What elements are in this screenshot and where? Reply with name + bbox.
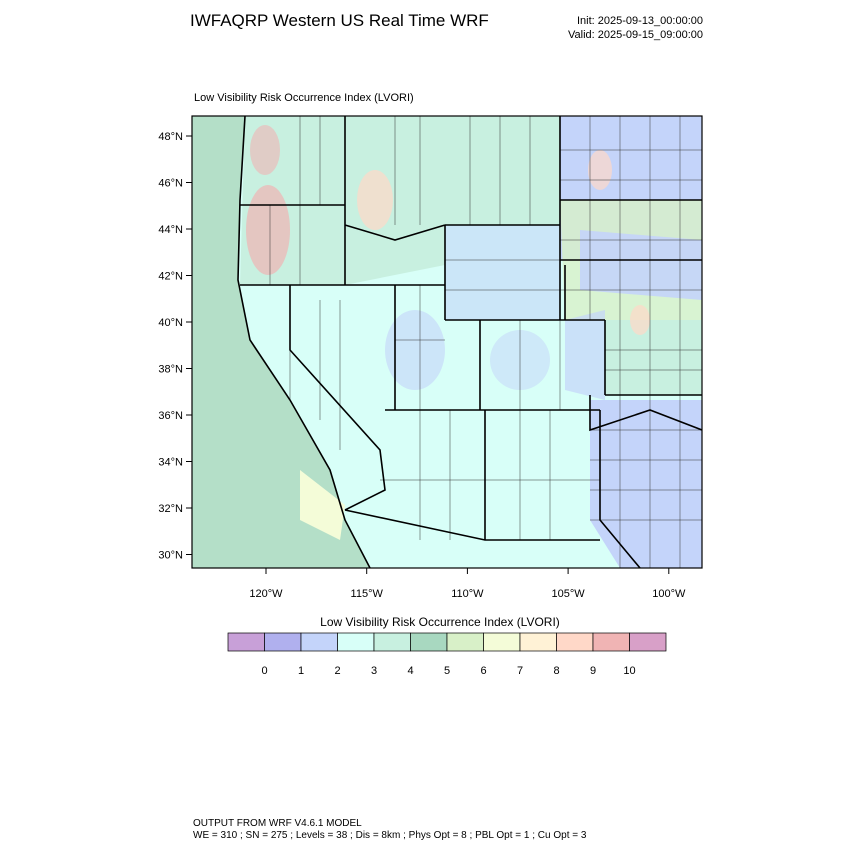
lon-label: 115°W: [351, 588, 384, 600]
lat-label: 48°N: [158, 131, 183, 143]
colorbar-box: [264, 632, 302, 652]
region: [250, 125, 280, 175]
init-time: Init: 2025-09-13_00:00:00: [577, 15, 703, 27]
lat-label: 34°N: [158, 457, 183, 469]
colorbar-box: [446, 632, 484, 652]
region: [445, 225, 560, 320]
colorbar-label: 8: [553, 665, 559, 677]
valid-time: Valid: 2025-09-15_09:00:00: [568, 29, 703, 41]
colorbar-box: [227, 632, 265, 652]
lon-label: 110°W: [451, 588, 484, 600]
colorbar-box: [410, 632, 448, 652]
region: [590, 400, 702, 568]
lon-label: 105°W: [552, 588, 586, 600]
colorbar-box: [337, 632, 375, 652]
region: [630, 305, 650, 335]
map-title: Low Visibility Risk Occurrence Index (LV…: [194, 92, 414, 104]
colorbar-box: [519, 632, 557, 652]
region: [580, 230, 702, 300]
lat-label: 32°N: [158, 503, 183, 515]
lat-label: 30°N: [158, 550, 183, 562]
region: [357, 170, 393, 230]
colorbar-label: 7: [517, 665, 523, 677]
county-lines: [269, 116, 702, 568]
colorbar-label: 4: [407, 665, 413, 677]
lat-label: 44°N: [158, 224, 183, 236]
region: [588, 150, 612, 190]
colorbar-label: 9: [590, 665, 596, 677]
lat-label: 40°N: [158, 317, 183, 329]
title: IWFAQRP Western US Real Time WRF: [190, 11, 489, 30]
colorbar-label: 6: [480, 665, 486, 677]
colorbar-label: 5: [444, 665, 450, 677]
colorbar-box: [483, 632, 521, 652]
colorbar-label: 3: [371, 665, 377, 677]
map-frame: [191, 115, 703, 569]
footer-line: WE = 310 ; SN = 275 ; Levels = 38 ; Dis …: [193, 830, 587, 841]
colorbar-label: 1: [298, 665, 304, 677]
colorbar-box: [629, 632, 667, 652]
lat-label: 36°N: [158, 410, 183, 422]
state-lines: [237, 116, 702, 568]
colorbar-label: 2: [334, 665, 340, 677]
colorbar-box: [373, 632, 411, 652]
colorbar-title: Low Visibility Risk Occurrence Index (LV…: [320, 615, 560, 629]
colorbar-label: 10: [623, 665, 635, 677]
lat-label: 46°N: [158, 178, 183, 190]
colorbar-box: [300, 632, 338, 652]
ocean: [192, 116, 370, 568]
lat-label: 38°N: [158, 364, 183, 376]
region: [565, 310, 605, 400]
region: [385, 310, 445, 390]
lon-label: 100°W: [652, 588, 686, 600]
region: [246, 185, 290, 275]
colorbar-label: 0: [261, 665, 267, 677]
footer-line: OUTPUT FROM WRF V4.6.1 MODEL: [193, 818, 362, 829]
lon-label: 120°W: [249, 588, 283, 600]
region: [605, 320, 702, 395]
map: [191, 115, 703, 569]
colorbar-box: [592, 632, 630, 652]
colorbar-box: [556, 632, 594, 652]
lat-label: 42°N: [158, 271, 183, 283]
region: [300, 470, 345, 540]
